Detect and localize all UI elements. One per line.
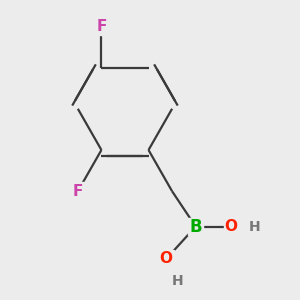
- Text: O: O: [160, 251, 173, 266]
- Text: O: O: [224, 219, 238, 234]
- Text: F: F: [96, 19, 106, 34]
- Bar: [188, 218, 203, 236]
- Bar: [94, 17, 109, 35]
- Bar: [70, 182, 85, 200]
- Text: B: B: [189, 218, 202, 236]
- Text: F: F: [73, 184, 83, 199]
- Bar: [159, 250, 174, 268]
- Text: H: H: [172, 274, 184, 288]
- Bar: [224, 218, 238, 236]
- Text: H: H: [249, 220, 260, 234]
